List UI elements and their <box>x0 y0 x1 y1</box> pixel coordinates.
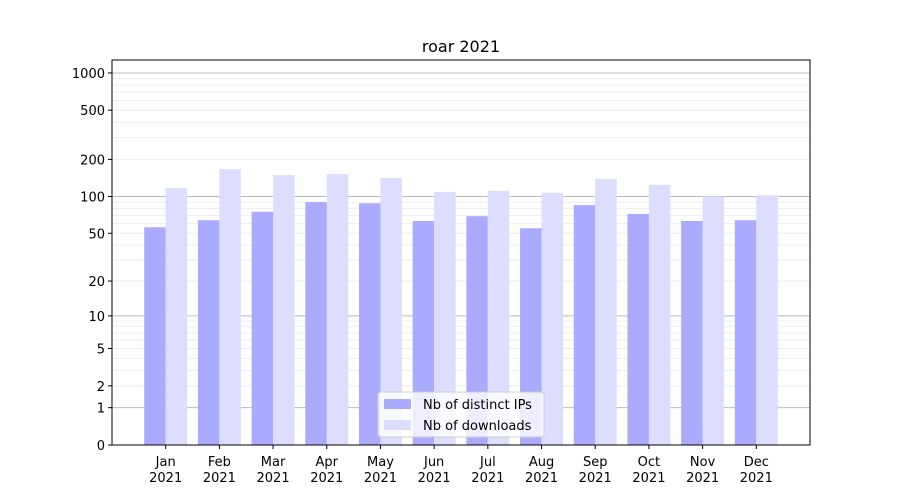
bar-downloads-11 <box>756 195 778 445</box>
x-tick-label: Sep 2021 <box>579 455 612 486</box>
legend: Nb of distinct IPs Nb of downloads <box>377 391 545 438</box>
y-tick-label: 1 <box>97 402 105 417</box>
bars <box>144 169 778 446</box>
bar-distinct-ips-9 <box>627 213 649 445</box>
legend-swatch <box>384 420 411 430</box>
bar-downloads-5 <box>434 191 456 445</box>
x-tick-label: Jul 2021 <box>471 455 504 486</box>
bar-downloads-9 <box>648 184 671 445</box>
bar-distinct-ips-10 <box>681 221 703 445</box>
bar-distinct-ips-3 <box>305 202 327 445</box>
y-tick-label: 10 <box>88 310 105 325</box>
legend-label: Nb of downloads <box>423 419 532 434</box>
legend-label: Nb of distinct IPs <box>423 398 532 413</box>
bar-distinct-ips-7 <box>520 228 542 445</box>
bar-downloads-6 <box>487 190 510 445</box>
bar-distinct-ips-6 <box>466 216 488 445</box>
bar-downloads-3 <box>326 174 349 445</box>
x-tick-label: Dec 2021 <box>740 455 773 486</box>
bar-downloads-1 <box>219 169 241 445</box>
bar-downloads-2 <box>273 175 295 446</box>
legend-swatch <box>384 399 411 409</box>
bar-distinct-ips-0 <box>144 227 166 445</box>
x-tick-label: Apr 2021 <box>310 455 343 486</box>
x-tick-label: Mar 2021 <box>257 455 290 486</box>
bar-downloads-7 <box>541 192 564 445</box>
x-tick-label: Feb 2021 <box>203 455 236 486</box>
bar-downloads-4 <box>380 178 402 445</box>
y-tick-label: 5 <box>97 343 105 358</box>
bar-downloads-0 <box>165 188 188 446</box>
y-tick-label: 0 <box>97 439 105 454</box>
x-tick-label: Aug 2021 <box>525 455 558 486</box>
bar-distinct-ips-2 <box>251 211 274 445</box>
y-tick-label: 100 <box>80 190 105 205</box>
x-tick-label: Oct 2021 <box>632 455 665 486</box>
chart-title: roar 2021 <box>422 37 500 56</box>
x-axis: Jan 2021 Feb 2021 Mar 2021 Apr 2021 May 2021 Jun 20… <box>149 445 773 486</box>
plot-frame <box>111 59 811 446</box>
bar-distinct-ips-8 <box>573 205 596 445</box>
x-tick-label: May 2021 <box>364 455 397 486</box>
y-tick-label: 20 <box>88 275 105 290</box>
x-tick-label: Jun 2021 <box>418 455 451 486</box>
legend-box <box>377 391 545 438</box>
x-tick-label: Jan 2021 <box>149 455 182 486</box>
x-tick-label: Nov 2021 <box>686 455 719 486</box>
bar-distinct-ips-5 <box>412 221 435 445</box>
bar-distinct-ips-11 <box>734 220 757 445</box>
bar-downloads-10 <box>702 196 725 445</box>
y-tick-label: 50 <box>88 227 105 242</box>
bar-distinct-ips-1 <box>197 220 220 445</box>
y-axis: 0 1 2 5 10 20 50 100 200 500 1000 <box>72 67 112 454</box>
y-tick-label: 2 <box>97 380 105 395</box>
bar-downloads-8 <box>595 178 617 445</box>
y-tick-label: 500 <box>80 104 105 119</box>
y-tick-label: 1000 <box>72 67 105 82</box>
bar-distinct-ips-4 <box>358 203 381 445</box>
y-tick-label: 200 <box>80 153 105 168</box>
